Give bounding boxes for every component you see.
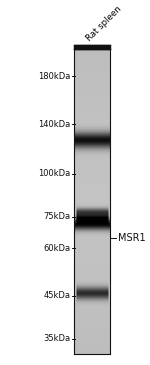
Text: 100kDa: 100kDa (38, 169, 70, 178)
Text: 140kDa: 140kDa (38, 120, 70, 128)
Text: 35kDa: 35kDa (43, 334, 70, 343)
Text: 60kDa: 60kDa (43, 244, 70, 253)
Text: 180kDa: 180kDa (38, 72, 70, 81)
Text: 75kDa: 75kDa (43, 212, 70, 221)
Text: MSR1: MSR1 (117, 233, 145, 243)
Text: Rat spleen: Rat spleen (85, 5, 124, 43)
Text: 45kDa: 45kDa (43, 291, 70, 300)
